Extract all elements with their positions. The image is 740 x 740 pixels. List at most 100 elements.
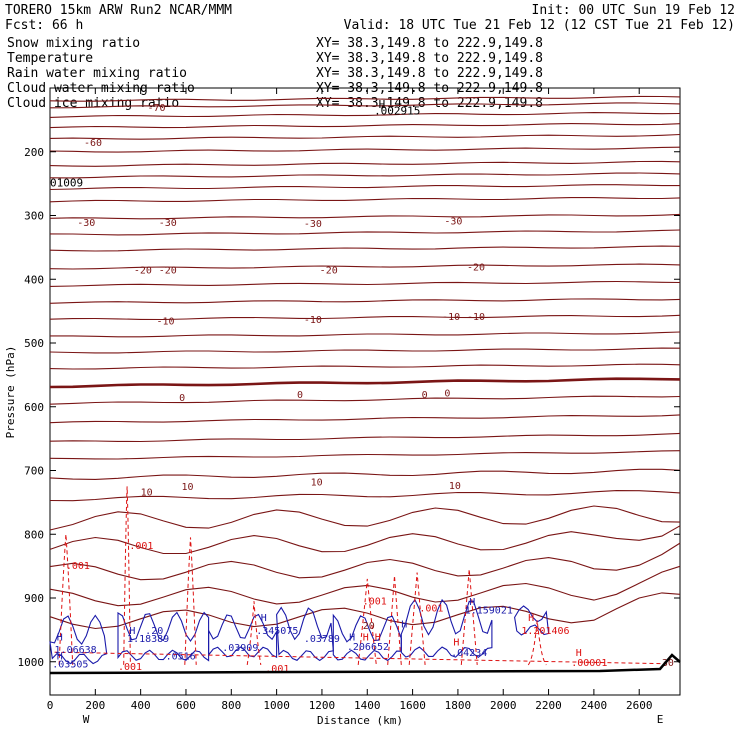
isotherm-label: -60 bbox=[84, 138, 102, 149]
legend-xy-snow: XY= 38.3,149.8 to 222.9,149.8 bbox=[316, 36, 543, 51]
isotherm-line bbox=[49, 565, 681, 607]
isotherm-label: -20 bbox=[320, 266, 338, 277]
isotherm-line bbox=[49, 133, 681, 140]
isotherm-label: 10 bbox=[449, 481, 461, 492]
isotherm-line bbox=[49, 592, 681, 630]
rain-water-contour bbox=[184, 537, 197, 665]
isotherm-label: 10 bbox=[141, 488, 153, 499]
isotherm-line bbox=[49, 184, 680, 191]
rain-water-contour bbox=[357, 578, 377, 665]
rain-water-contour bbox=[246, 601, 262, 665]
isotherm-line bbox=[49, 432, 681, 443]
y-tick-label: 600 bbox=[24, 401, 44, 414]
mixing-ratio-label: .001 bbox=[129, 541, 153, 552]
forecast-hour: Fcst: 66 h bbox=[5, 18, 83, 33]
cloud-water-contour bbox=[514, 605, 550, 636]
mixing-ratio-label: H bbox=[57, 632, 63, 643]
init-time: Init: 00 UTC Sun 19 Feb 12 bbox=[532, 3, 736, 18]
x-tick-label: 400 bbox=[131, 699, 151, 712]
mixing-ratio-label: H H bbox=[363, 632, 381, 643]
y-tick-label: 200 bbox=[24, 146, 44, 159]
mixing-ratio-label: 1.159021 bbox=[465, 605, 513, 616]
x-tick-label: 1000 bbox=[263, 699, 290, 712]
mixing-ratio-label: H bbox=[261, 613, 267, 624]
isotherm-label: -30 bbox=[304, 219, 322, 230]
valid-time: Valid: 18 UTC Tue 21 Feb 12 (12 CST Tue … bbox=[344, 18, 735, 33]
mixing-ratio-label: .20 bbox=[145, 626, 163, 637]
isotherm-label: -30 bbox=[77, 218, 95, 229]
legend-label-rain: Rain water mixing ratio bbox=[7, 66, 187, 81]
mixing-ratio-label: H bbox=[453, 637, 459, 648]
cloud-water-contour bbox=[208, 613, 278, 659]
isotherm-line bbox=[49, 414, 681, 424]
x-tick-label: 0 bbox=[47, 699, 54, 712]
y-axis-title: Pressure (hPa) bbox=[4, 346, 17, 439]
cloud-water-contour bbox=[49, 614, 108, 665]
isotherm-line bbox=[49, 229, 681, 236]
isotherm-label: 0 bbox=[422, 390, 428, 401]
isotherm-label: -20 bbox=[159, 266, 177, 277]
isotherm-line bbox=[49, 123, 681, 129]
isotherm-line bbox=[50, 331, 681, 338]
x-tick-label: 800 bbox=[221, 699, 241, 712]
mixing-ratio-label: H bbox=[469, 597, 475, 608]
rain-water-contour bbox=[123, 486, 131, 665]
y-tick-label: 700 bbox=[24, 465, 44, 478]
east-endpoint-label: E bbox=[657, 713, 664, 726]
y-tick-label: 400 bbox=[24, 273, 44, 286]
mixing-ratio-label: 1.201406 bbox=[521, 626, 569, 637]
mixing-ratio-label: .04234 bbox=[451, 648, 487, 659]
isotherm-label: 10 bbox=[311, 477, 323, 488]
isotherm-line bbox=[49, 160, 681, 167]
isotherm-line bbox=[49, 450, 681, 460]
isotherm-label: 20 bbox=[363, 621, 375, 632]
mixing-ratio-label: 1.18389 bbox=[127, 634, 169, 645]
isotherm-line bbox=[49, 172, 681, 179]
mixing-ratio-label: H bbox=[349, 632, 355, 643]
run-title: TORERO 15km ARW Run2 NCAR/MMM bbox=[5, 3, 232, 18]
mixing-ratio-label: H bbox=[129, 626, 135, 637]
isotherm-line bbox=[49, 213, 681, 220]
isotherm-label: 0 bbox=[297, 390, 303, 401]
y-tick-label: 900 bbox=[24, 592, 44, 605]
mixing-ratio-label: .03505 bbox=[52, 660, 88, 671]
rain-water-contour bbox=[387, 575, 402, 665]
west-endpoint-label: W bbox=[83, 713, 90, 726]
y-tick-label: 300 bbox=[24, 210, 44, 223]
x-tick-label: 600 bbox=[176, 699, 196, 712]
isotherm-line bbox=[49, 314, 681, 321]
x-tick-label: 1400 bbox=[354, 699, 381, 712]
isotherm-line bbox=[49, 505, 681, 531]
isotherm-label: -30 bbox=[159, 218, 177, 229]
isotherm-line bbox=[49, 197, 681, 203]
mixing-ratio-label: 1.06638 bbox=[55, 645, 97, 656]
isotherm-line bbox=[49, 395, 681, 405]
isotherm-line bbox=[49, 263, 681, 270]
rain-water-contour bbox=[408, 572, 426, 665]
x-tick-label: 1200 bbox=[309, 699, 336, 712]
mixing-ratio-label: .03789 bbox=[304, 634, 340, 645]
isotherm-label: -10 bbox=[304, 315, 322, 326]
x-tick-label: 2600 bbox=[626, 699, 653, 712]
mixing-ratio-label: .03909 bbox=[222, 643, 258, 654]
isotherm-label: -10 bbox=[157, 317, 175, 328]
mixing-ratio-label: .345075 bbox=[256, 626, 298, 637]
contour-labels: -70-60-30 -30 -30 -30-20 -20 -20 -20-10 -10 -10-… bbox=[50, 98, 674, 675]
isotherm-label: 0 bbox=[179, 393, 185, 404]
mixing-ratio-label: .001 bbox=[419, 604, 443, 615]
isotherm-line bbox=[49, 298, 681, 304]
legend-xy-rain: XY= 38.3,149.8 to 222.9,149.8 bbox=[316, 66, 543, 81]
plot-frame bbox=[49, 87, 681, 696]
isotherm-line bbox=[49, 112, 681, 118]
mixing-ratio-label: H bbox=[528, 613, 534, 624]
x-axis: 0 200 400 600 800 1000 1200 1400 1600 1800 2000 220… bbox=[47, 88, 653, 712]
mixing-ratio-label: .001 bbox=[363, 597, 387, 608]
y-tick-label: 800 bbox=[24, 528, 44, 541]
x-tick-label: 2000 bbox=[490, 699, 517, 712]
legend-xy-cloud-ice: XY= 38.3,149.8 to 222.9,149.8 bbox=[316, 96, 543, 111]
isotherm-label: -20 bbox=[134, 266, 152, 277]
isotherm-line bbox=[49, 363, 681, 370]
legend-xy-temperature: XY= 38.3,149.8 to 222.9,149.8 bbox=[316, 51, 543, 66]
y-tick-label: 1000 bbox=[18, 656, 45, 669]
